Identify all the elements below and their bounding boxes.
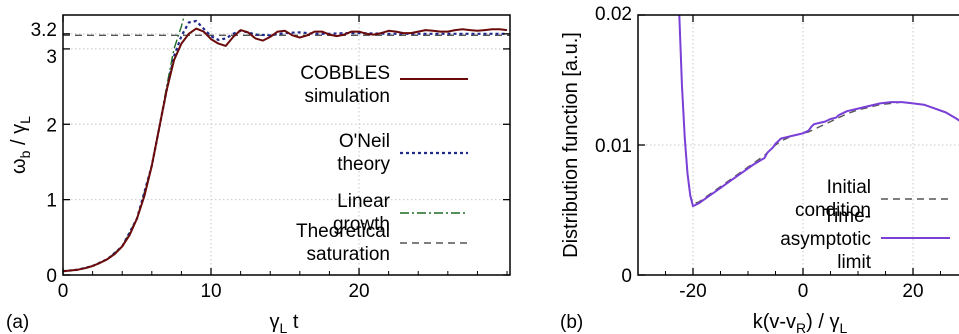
panel-a-x-axis-label: γL t: [270, 311, 299, 334]
y-tick-label: 2: [46, 115, 57, 136]
x-tick-label: 0: [58, 281, 69, 302]
panel-b-series: [678, 15, 959, 208]
legend-label: Linear: [337, 191, 390, 212]
x-tick-label: 0: [798, 281, 809, 302]
y-tick-label: 3: [46, 47, 57, 68]
y-tick-label: 0.01: [595, 136, 632, 157]
legend-label: limit: [837, 252, 871, 273]
x-tick-label: 10: [200, 281, 221, 302]
y-tick-label: 0: [621, 266, 632, 287]
y-tick-label: 3.2: [31, 20, 57, 41]
legend-label: simulation: [304, 86, 390, 107]
panel-b-x-axis-label: k(v-vR) / γL: [753, 311, 848, 334]
y-tick-label: 1: [46, 191, 57, 212]
panel-b-y-axis-label: Distribution function [a.u.]: [560, 32, 582, 258]
series-line-2: [63, 15, 186, 272]
x-tick-label: 20: [348, 281, 369, 302]
panel-b-label: (b): [560, 312, 583, 333]
panel-a-series: [63, 15, 510, 273]
legend-label: Time-: [823, 206, 871, 227]
legend-label: Initial: [827, 177, 871, 198]
legend-label: saturation: [307, 244, 390, 265]
panel-a-ticks: 0 10 20 0 1 2 3 3.2: [31, 15, 510, 302]
panel-b-ticks: -20 0 20 0 0.01 0.02: [595, 4, 941, 302]
panel-a-label: (a): [6, 312, 29, 333]
x-tick-label: 20: [902, 281, 923, 302]
legend-label: COBBLES: [300, 63, 390, 84]
legend-label: theory: [337, 154, 390, 175]
legend-label: growth: [333, 214, 390, 235]
y-tick-label: 0: [46, 266, 57, 287]
series-line-1: [678, 15, 959, 208]
x-tick-label: -20: [679, 281, 706, 302]
panel-a-y-axis-label: ωb / γL: [8, 116, 33, 174]
panel-a-frame: [62, 14, 511, 276]
legend-label: Theoretical: [296, 221, 390, 242]
series-line-0: [678, 15, 959, 205]
legend-label: condition: [795, 200, 871, 221]
legend-label: O'Neil: [339, 131, 390, 152]
panel-b-chart: -20 0 20 0 0.01 0.02 InitialconditionTime-asy…: [560, 4, 959, 334]
y-tick-label: 0.02: [595, 4, 632, 25]
series-line-0: [63, 27, 508, 273]
legend-label: asymptotic: [780, 229, 871, 250]
